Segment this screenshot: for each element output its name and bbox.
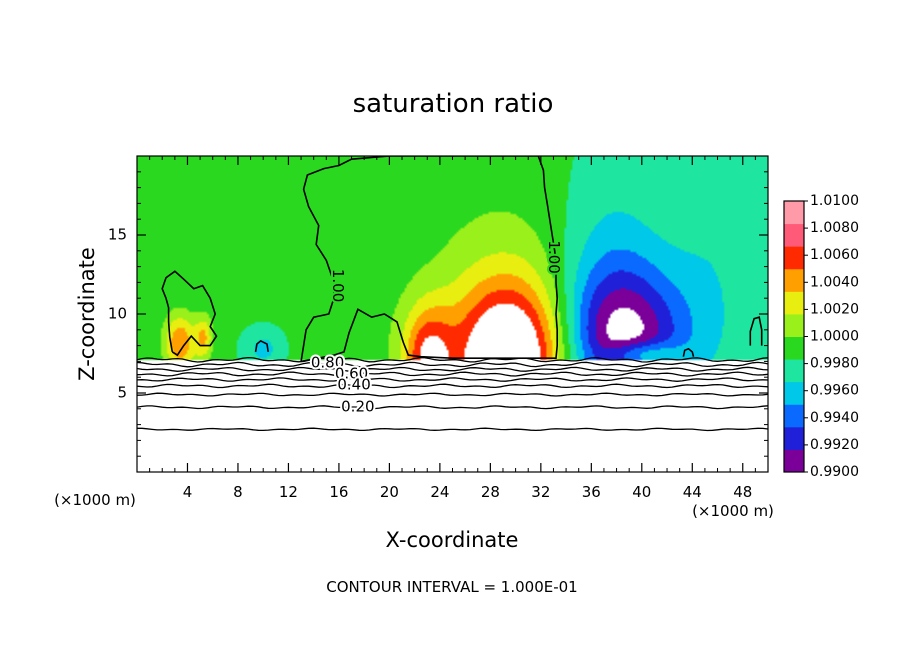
contour-line-low — [137, 377, 768, 382]
colorbar-label: 1.0080 — [810, 220, 859, 236]
x-axis-label: X-coordinate — [386, 528, 519, 552]
colorbar-swatch — [784, 336, 804, 360]
colorbar-swatch — [784, 426, 804, 450]
saturation-field — [137, 156, 768, 472]
colorbar-label: 0.9980 — [810, 356, 859, 372]
contour-label: 0.20 — [341, 398, 374, 416]
contour-line-low — [137, 427, 768, 432]
y-tick-label: 5 — [117, 384, 127, 402]
contour-lines — [137, 156, 768, 432]
contour-line-1-00 — [254, 339, 269, 353]
x-tick-label: 20 — [380, 483, 399, 501]
x-tick-label: 24 — [430, 483, 449, 501]
y-tick-label: 15 — [108, 226, 127, 244]
contour-line-low — [137, 371, 768, 377]
contour-label: 0.40 — [337, 376, 370, 394]
contour-line-low — [137, 392, 768, 397]
x-tick-label: 32 — [531, 483, 550, 501]
colorbar-label: 1.0020 — [810, 301, 859, 317]
y-axis: 5 10 15 — [108, 171, 768, 457]
colorbar-swatch — [784, 313, 804, 337]
contour-line-low — [137, 356, 768, 363]
colorbar-label: 1.0000 — [810, 329, 859, 345]
x-tick-label: 44 — [683, 483, 702, 501]
chart-title: saturation ratio — [353, 89, 554, 119]
colorbar-label: 0.9960 — [810, 383, 859, 399]
x-tick-label: 16 — [329, 483, 348, 501]
contour-label: 0.60 — [335, 365, 368, 383]
contour-line-low — [137, 361, 768, 368]
contour-line-1-00 — [749, 316, 763, 346]
contour-label: 1.00 — [545, 240, 563, 273]
colorbar-swatch — [784, 381, 804, 405]
contour-line-1-00 — [300, 156, 559, 363]
colorbar-swatch — [784, 246, 804, 270]
contour-line-low — [137, 366, 768, 372]
x-axis: 4 8 12 16 20 24 28 32 36 40 44 48 — [149, 156, 756, 501]
colorbar: 0.9900 0.9920 0.9940 0.9960 0.9980 1.0000 1.00… — [783, 193, 859, 480]
y-axis-label: Z-coordinate — [75, 247, 99, 381]
x-unit-right: (×1000 m) — [692, 502, 774, 520]
colorbar-swatch — [784, 268, 804, 292]
contour-line-1-00 — [161, 270, 218, 357]
colorbar-swatch — [784, 359, 804, 383]
y-tick-label: 10 — [108, 305, 127, 323]
colorbar-label: 0.9920 — [810, 437, 859, 453]
colorbar-swatch — [784, 449, 804, 473]
x-tick-label: 12 — [279, 483, 298, 501]
contour-interval-note: CONTOUR INTERVAL = 1.000E-01 — [326, 578, 577, 596]
colorbar-swatch — [784, 201, 804, 225]
colorbar-label: 0.9940 — [810, 410, 859, 426]
colorbar-label: 1.0100 — [810, 193, 859, 209]
x-tick-label: 48 — [733, 483, 752, 501]
x-tick-label: 28 — [481, 483, 500, 501]
colorbar-swatch — [784, 223, 804, 247]
contour-label: 0.80 — [311, 353, 344, 371]
x-tick-label: 40 — [632, 483, 651, 501]
contour-line-low — [137, 405, 768, 410]
contour-line-low — [137, 383, 768, 389]
colorbar-label: 1.0040 — [810, 274, 859, 290]
contour-labels: 1.00 1.00 0.800.600.40 0.20 — [309, 238, 565, 417]
colorbar-swatch — [784, 291, 804, 315]
x-tick-label: 36 — [582, 483, 601, 501]
x-tick-label: 8 — [233, 483, 243, 501]
contour-line-1-00 — [682, 347, 695, 357]
x-tick-label: 4 — [183, 483, 193, 501]
contour-label: 1.00 — [329, 269, 347, 302]
colorbar-label: 1.0060 — [810, 247, 859, 263]
colorbar-label: 0.9900 — [810, 464, 859, 480]
plot-area — [137, 156, 768, 472]
colorbar-swatch — [784, 404, 804, 428]
x-unit-left: (×1000 m) — [54, 491, 136, 509]
